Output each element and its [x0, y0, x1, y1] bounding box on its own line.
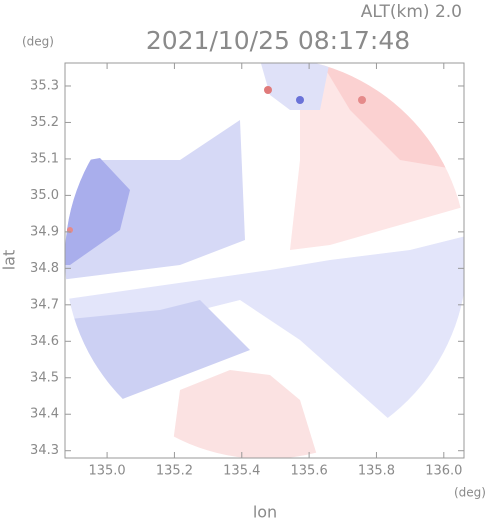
- altitude-label: ALT(km) 2.0: [361, 2, 462, 22]
- y-tick-label: 34.7: [30, 297, 59, 312]
- x-tick-label: 135.2: [156, 464, 193, 479]
- radar-field: [65, 63, 464, 458]
- x-tick-label: 136.0: [425, 464, 462, 479]
- x-tick-label: 135.4: [223, 464, 260, 479]
- y-axis-title: lat: [0, 250, 19, 271]
- y-unit: (deg): [22, 35, 54, 49]
- y-tick-label: 34.9: [30, 224, 59, 239]
- x-tick-label: 135.6: [291, 464, 328, 479]
- x-tick-label: 135.0: [88, 464, 125, 479]
- y-tick-label: 34.5: [30, 370, 59, 385]
- y-tick-label: 35.2: [30, 115, 59, 130]
- plot-frame: [64, 62, 465, 459]
- y-tick-label: 34.6: [30, 334, 59, 349]
- x-tick-label: 135.8: [358, 464, 395, 479]
- y-tick-label: 35.0: [30, 188, 59, 203]
- y-tick-label: 34.4: [30, 407, 59, 422]
- y-tick-label: 35.3: [30, 78, 59, 93]
- y-tick-label: 35.1: [30, 151, 59, 166]
- y-tick-label: 34.8: [30, 261, 59, 276]
- chart-title: 2021/10/25 08:17:48: [146, 26, 410, 55]
- y-tick-label: 34.3: [30, 443, 59, 458]
- x-unit: (deg): [454, 486, 486, 500]
- x-axis-title: lon: [253, 503, 277, 521]
